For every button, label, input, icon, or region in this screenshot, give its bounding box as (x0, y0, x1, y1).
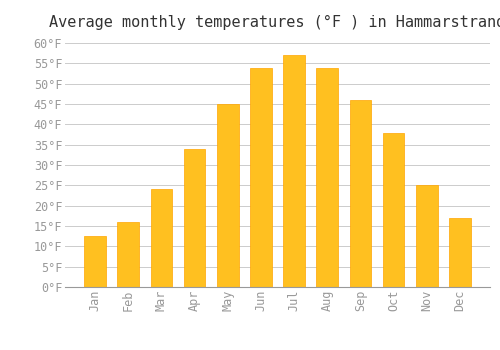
Bar (416, 186, 438, 287)
Bar (184, 149, 206, 287)
Bar (350, 100, 371, 287)
Bar (284, 55, 305, 287)
Bar (118, 222, 139, 287)
Bar (316, 68, 338, 287)
Bar (217, 104, 238, 287)
Bar (449, 218, 470, 287)
Bar (250, 68, 272, 287)
Bar (150, 189, 172, 287)
Bar (84, 236, 106, 287)
Title: Average monthly temperatures (°F ) in Hammarstrand: Average monthly temperatures (°F ) in Ha… (50, 15, 500, 30)
Bar (383, 133, 404, 287)
